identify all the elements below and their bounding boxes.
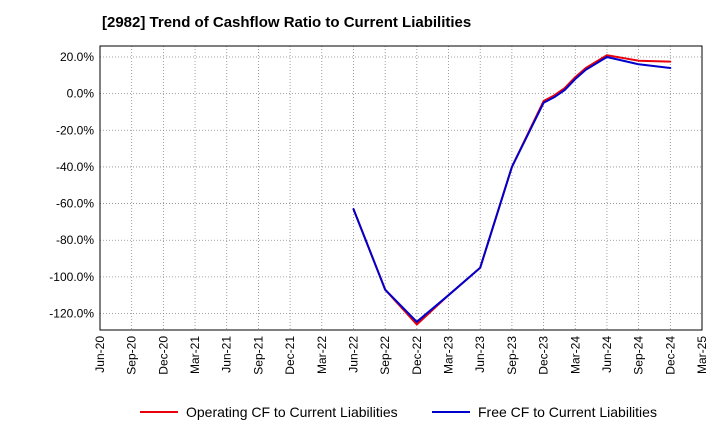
y-tick-label-20-0: -20.0% bbox=[56, 123, 94, 137]
y-tick-label-60-0: -60.0% bbox=[56, 197, 94, 211]
series-line-free-cf-to-current-liabilities bbox=[352, 56, 672, 323]
x-tick-label-dec-22: Dec-22 bbox=[410, 336, 424, 375]
legend-label-free-cf: Free CF to Current Liabilities bbox=[478, 404, 657, 420]
y-tick-label-120-0: -120.0% bbox=[49, 307, 94, 321]
x-tick-label-sep-23: Sep-23 bbox=[505, 336, 519, 375]
x-tick-label-jun-23: Jun-23 bbox=[473, 336, 487, 373]
x-tick-label-dec-23: Dec-23 bbox=[537, 336, 551, 375]
x-tick-label-mar-21: Mar-21 bbox=[188, 336, 202, 374]
legend-swatch-operating-cf bbox=[140, 411, 178, 413]
x-tick-label-mar-23: Mar-23 bbox=[442, 336, 456, 374]
plot-area bbox=[100, 46, 702, 330]
legend-swatch-free-cf bbox=[432, 411, 470, 413]
x-tick-label-sep-22: Sep-22 bbox=[378, 336, 392, 375]
legend-item-free-cf: Free CF to Current Liabilities bbox=[432, 404, 657, 420]
y-tick-label-40-0: -40.0% bbox=[56, 160, 94, 174]
series-line-operating-cf-to-current-liabilities bbox=[352, 54, 672, 326]
plot-frame bbox=[99, 45, 703, 331]
y-tick-label-0-0: 0.0% bbox=[67, 87, 95, 101]
y-tick-label-100-0: -100.0% bbox=[49, 270, 94, 284]
chart-title: [2982] Trend of Cashflow Ratio to Curren… bbox=[102, 14, 472, 31]
x-tick-label-sep-20: Sep-20 bbox=[125, 336, 139, 375]
x-tick-label-dec-24: Dec-24 bbox=[663, 336, 677, 375]
x-tick-label-dec-21: Dec-21 bbox=[283, 336, 297, 375]
legend-item-operating-cf: Operating CF to Current Liabilities bbox=[140, 404, 398, 420]
x-tick-label-mar-25: Mar-25 bbox=[695, 336, 709, 374]
x-tick-label-jun-20: Jun-20 bbox=[93, 336, 107, 373]
x-tick-label-sep-21: Sep-21 bbox=[251, 336, 265, 375]
y-tick-label-80-0: -80.0% bbox=[56, 233, 94, 247]
y-tick-label-20-0: 20.0% bbox=[60, 50, 94, 64]
x-tick-label-jun-21: Jun-21 bbox=[220, 336, 234, 373]
chart-legend: Operating CF to Current Liabilities Free… bbox=[0, 404, 720, 426]
x-tick-label-mar-22: Mar-22 bbox=[315, 336, 329, 374]
x-tick-label-dec-20: Dec-20 bbox=[156, 336, 170, 375]
x-tick-label-mar-24: Mar-24 bbox=[568, 336, 582, 374]
legend-label-operating-cf: Operating CF to Current Liabilities bbox=[186, 404, 398, 420]
x-tick-label-sep-24: Sep-24 bbox=[632, 336, 646, 375]
x-tick-label-jun-24: Jun-24 bbox=[600, 336, 614, 373]
x-tick-label-jun-22: Jun-22 bbox=[346, 336, 360, 373]
